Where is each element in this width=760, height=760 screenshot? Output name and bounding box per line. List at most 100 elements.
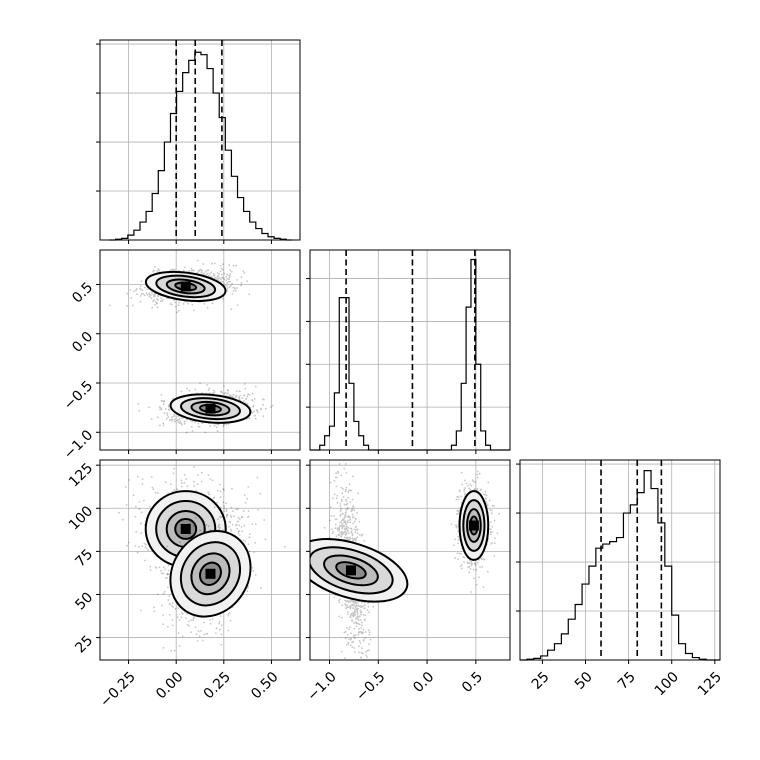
scatter-point (350, 613, 353, 616)
scatter-point (162, 623, 164, 626)
scatter-point (236, 520, 239, 523)
scatter-point (355, 617, 358, 620)
scatter-point (368, 649, 370, 652)
scatter-point (161, 604, 163, 607)
scatter-point (127, 541, 130, 544)
contour-line (310, 538, 409, 603)
scatter-point (209, 273, 212, 275)
scatter-point (218, 515, 221, 518)
scatter-point (350, 612, 353, 615)
scatter-point (230, 270, 233, 273)
scatter-point (169, 303, 172, 305)
scatter-point (156, 270, 159, 272)
scatter-point (334, 518, 337, 521)
scatter-point (243, 524, 246, 527)
scatter-point (197, 474, 199, 476)
scatter-point (344, 599, 346, 602)
scatter-point (215, 278, 218, 281)
contour-line (179, 541, 242, 607)
scatter-point (195, 489, 198, 492)
scatter-point (355, 617, 357, 620)
scatter-point (135, 530, 138, 533)
scatter-point (247, 510, 250, 513)
scatter-point (164, 568, 167, 571)
scatter-point (162, 566, 165, 568)
scatter-point (341, 523, 344, 526)
scatter-point (248, 394, 251, 396)
scatter-point (348, 606, 350, 609)
scatter-point (346, 627, 348, 629)
scatter-point (204, 271, 207, 273)
scatter-point (230, 530, 233, 532)
scatter-point (340, 508, 342, 511)
scatter-point (128, 479, 131, 481)
scatter-point (454, 538, 457, 541)
scatter-point (467, 562, 469, 565)
y-tick-label: 125 (66, 460, 96, 490)
scatter-point (235, 394, 238, 397)
scatter-point (170, 605, 173, 607)
scatter-point (345, 500, 348, 502)
scatter-point (244, 388, 247, 390)
scatter-point (252, 404, 255, 407)
scatter-point (457, 496, 460, 499)
scatter-point (344, 515, 347, 518)
scatter-point (183, 473, 186, 476)
scatter-point (167, 405, 170, 408)
scatter-point (365, 654, 367, 657)
scatter-point (355, 537, 358, 540)
density-peak (180, 281, 191, 292)
scatter-point (188, 620, 190, 623)
scatter-point (351, 620, 353, 622)
scatter-point (341, 533, 344, 536)
scatter-point (220, 390, 223, 393)
scatter-point (157, 294, 160, 297)
scatter-point (192, 616, 195, 619)
scatter-point (191, 430, 194, 433)
scatter-point (177, 419, 180, 421)
scatter-point (340, 525, 343, 527)
scatter-point (222, 263, 225, 265)
scatter-point (238, 390, 241, 393)
scatter-point (473, 577, 475, 580)
scatter-point (345, 607, 347, 610)
scatter-point (361, 632, 363, 635)
scatter-point (178, 645, 181, 647)
scatter-point (170, 268, 173, 271)
scatter-point (157, 294, 160, 297)
scatter-point (168, 419, 171, 422)
scatter-point (354, 526, 357, 528)
scatter-point (229, 280, 231, 283)
scatter-point (223, 282, 225, 285)
scatter-point (228, 276, 231, 279)
scatter-point (355, 603, 358, 605)
scatter-point (192, 619, 195, 622)
scatter-point (140, 522, 142, 525)
scatter-point (161, 300, 163, 303)
scatter-point (150, 418, 153, 420)
scatter-point (232, 290, 235, 292)
scatter-point (360, 630, 362, 633)
scatter-point (352, 604, 354, 607)
scatter-point (190, 426, 193, 428)
scatter-point (347, 600, 350, 603)
scatter-point (139, 300, 142, 303)
scatter-point (256, 409, 259, 411)
scatter-point (347, 496, 349, 499)
scatter-point (200, 269, 203, 272)
scatter-point (243, 394, 246, 396)
scatter-point (143, 499, 145, 502)
scatter-point (204, 431, 207, 434)
scatter-point (356, 511, 358, 514)
scatter-point (178, 301, 181, 304)
scatter-point (253, 398, 256, 400)
scatter-point (367, 629, 370, 631)
scatter-point (212, 389, 215, 392)
scatter-point (348, 516, 351, 519)
scatter-point (140, 522, 142, 524)
scatter-point (343, 516, 346, 519)
scatter-point (364, 607, 366, 609)
scatter-point (228, 520, 231, 523)
scatter-point (351, 532, 354, 535)
scatter-point (229, 521, 232, 524)
